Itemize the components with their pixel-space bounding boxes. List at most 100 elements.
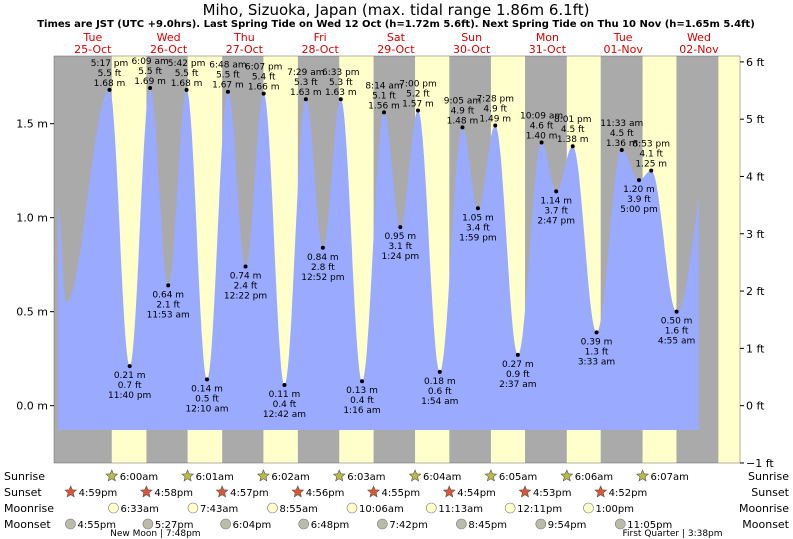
tide-event-label: 9:05 am bbox=[444, 96, 481, 106]
tide-event-label: 5:00 pm bbox=[620, 205, 658, 215]
day-name-label: Sun bbox=[461, 31, 482, 44]
tide-event-label: 1.36 m bbox=[606, 139, 638, 149]
sunset-icon bbox=[367, 485, 381, 498]
day-name-label: Fri bbox=[314, 31, 327, 44]
tide-event-label: 5.2 ft bbox=[406, 90, 430, 100]
sunset-icon bbox=[594, 485, 608, 498]
sunset-time: 4:57pm bbox=[230, 488, 269, 499]
tide-event-label: 11:40 pm bbox=[108, 391, 151, 401]
tide-event-label: 11:53 am bbox=[147, 310, 190, 320]
y-tick-label-ft: 6 ft bbox=[746, 56, 765, 69]
plot-area bbox=[54, 56, 740, 463]
sunrise-time: 6:01am bbox=[196, 472, 234, 483]
tide-event-label: 12:42 am bbox=[263, 410, 306, 420]
sunset-time: 4:52pm bbox=[609, 488, 648, 499]
row-label-left: Sunset bbox=[4, 486, 42, 499]
chart-title: Miho, Sizuoka, Japan (max. tidal range 1… bbox=[203, 1, 590, 19]
low-tide-point bbox=[554, 189, 559, 194]
low-tide-point bbox=[398, 225, 403, 230]
tide-event-label: 0.84 m bbox=[307, 253, 339, 263]
tide-event-label: 0.4 ft bbox=[350, 396, 374, 406]
tide-event-label: 0.4 ft bbox=[273, 400, 297, 410]
tide-event-label: 0.6 ft bbox=[428, 387, 452, 397]
tide-event-label: 2:37 am bbox=[499, 380, 536, 390]
moonset-time: 6:48pm bbox=[311, 520, 350, 531]
tide-event-label: 1.25 m bbox=[635, 160, 667, 170]
row-label-right: Sunrise bbox=[748, 470, 789, 483]
low-tide-point bbox=[515, 352, 520, 357]
moonset-icon bbox=[298, 518, 310, 530]
high-tide-point bbox=[619, 147, 624, 152]
tide-event-label: 1.69 m bbox=[134, 77, 166, 87]
high-tide-point bbox=[184, 87, 189, 92]
tide-event-label: 6:33 pm bbox=[322, 68, 360, 78]
axes: 1.5 m 1.0 m 0.5 m 0.0 m 6 ft 5 ft 4 ft 3 ft 2 ft… bbox=[16, 55, 774, 470]
tide-event-label: 2.4 ft bbox=[234, 282, 258, 292]
tide-event-label: 12:52 pm bbox=[301, 273, 344, 283]
moonset-icon bbox=[456, 518, 467, 530]
high-tide-point bbox=[539, 140, 544, 145]
tide-event-label: 2:47 pm bbox=[537, 216, 575, 226]
high-tide-point bbox=[649, 168, 654, 173]
low-tide-point bbox=[437, 369, 442, 374]
moonrise-icon bbox=[187, 502, 199, 514]
tide-event-label: 1.56 m bbox=[368, 101, 400, 111]
sunrise-time: 6:06am bbox=[575, 472, 613, 483]
high-tide-point bbox=[460, 125, 465, 130]
low-tide-point bbox=[475, 206, 480, 211]
sunrise-time: 6:00am bbox=[120, 472, 158, 483]
moonrise-icon bbox=[108, 502, 119, 514]
tide-event-label: 1:16 am bbox=[343, 406, 380, 416]
row-label-left: Sunrise bbox=[4, 470, 45, 483]
tide-event-label: 1.66 m bbox=[248, 83, 280, 93]
tide-event-label: 1.6 ft bbox=[665, 327, 689, 337]
tide-event-label: 12:22 pm bbox=[224, 292, 267, 302]
tide-event-label: 4:55 am bbox=[658, 337, 695, 347]
moonset-icon bbox=[535, 518, 547, 530]
moonset-time: 6:04pm bbox=[233, 520, 272, 531]
tide-event-label: 1:59 pm bbox=[459, 233, 497, 243]
sunset-time: 4:54pm bbox=[457, 488, 496, 499]
sunrise-icon bbox=[105, 469, 119, 482]
sunrise-icon bbox=[408, 469, 422, 482]
sunrise-time: 6:03am bbox=[347, 472, 385, 483]
sunset-time: 4:58pm bbox=[154, 488, 193, 499]
day-name-label: Tue bbox=[613, 31, 633, 44]
tide-event-label: 8:14 am bbox=[365, 81, 402, 91]
low-tide-point bbox=[282, 382, 287, 387]
moonset-time: 11:05pm bbox=[627, 520, 672, 531]
tide-event-label: 1.38 m bbox=[557, 135, 589, 145]
tide-event-label: 1.14 m bbox=[540, 196, 572, 206]
tide-event-label: 0.18 m bbox=[424, 377, 456, 387]
tide-event-label: 1.05 m bbox=[462, 213, 494, 223]
moonrise-time: 11:13am bbox=[438, 504, 483, 515]
moonset-time: 9:54pm bbox=[548, 520, 587, 531]
tide-event-label: 3.7 ft bbox=[544, 206, 568, 216]
moon-phase-label: First Quarter | 3:38pm bbox=[623, 529, 723, 539]
tide-event-label: 5.4 ft bbox=[252, 73, 276, 83]
sunrise-icon bbox=[560, 469, 574, 482]
y-tick-label-ft: 1 ft bbox=[746, 342, 765, 355]
high-tide-point bbox=[570, 144, 575, 149]
tide-event-label: 5.3 ft bbox=[329, 78, 353, 88]
y-tick-label-ft: 0 ft bbox=[746, 400, 765, 413]
high-tide-point bbox=[493, 123, 498, 128]
moonset-time: 7:42pm bbox=[389, 520, 428, 531]
tide-event-label: 6:07 pm bbox=[245, 63, 283, 73]
tide-event-label: 10:09 am bbox=[520, 111, 563, 121]
high-tide-point bbox=[107, 87, 112, 92]
date-label: 30-Oct bbox=[453, 43, 491, 56]
tide-event-label: 0.11 m bbox=[269, 390, 301, 400]
tide-event-label: 1.67 m bbox=[212, 81, 244, 91]
tide-event-label: 5.5 ft bbox=[138, 67, 162, 77]
row-label-right: Sunset bbox=[751, 486, 789, 499]
high-tide-point bbox=[381, 110, 386, 115]
y-tick-label-m: 0.0 m bbox=[16, 400, 48, 413]
low-tide-point bbox=[594, 330, 599, 335]
tide-event-label: 5.5 ft bbox=[98, 69, 122, 79]
tide-event-label: 5:17 pm bbox=[91, 59, 129, 69]
moonrise-time: 12:11pm bbox=[517, 504, 562, 515]
sunset-icon bbox=[442, 485, 456, 498]
